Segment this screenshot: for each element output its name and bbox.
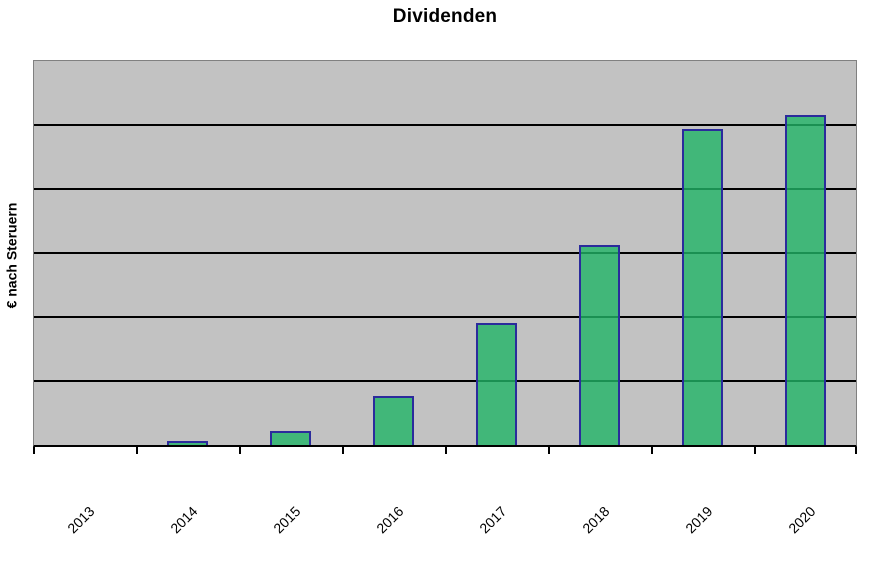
plot-area xyxy=(33,60,857,447)
x-axis-tick xyxy=(754,447,756,454)
y-axis-title: € nach Steruern xyxy=(3,202,20,309)
x-axis-tick xyxy=(239,447,241,454)
x-axis-label-2018: 2018 xyxy=(579,503,613,537)
x-axis-tick xyxy=(651,447,653,454)
x-axis-tick xyxy=(33,447,35,454)
bar-2018 xyxy=(579,245,620,445)
bar-2017 xyxy=(476,323,517,445)
x-axis-tick xyxy=(855,447,857,454)
x-axis-label-2014: 2014 xyxy=(167,503,201,537)
bar-2016 xyxy=(373,396,414,445)
x-axis-label-2016: 2016 xyxy=(373,503,407,537)
x-axis-tick xyxy=(342,447,344,454)
gridline xyxy=(34,316,856,318)
x-axis-label-2017: 2017 xyxy=(476,503,510,537)
x-axis-label-2015: 2015 xyxy=(270,503,304,537)
bar-2015 xyxy=(270,431,311,445)
gridline xyxy=(34,188,856,190)
bar-2020 xyxy=(785,115,826,445)
gridline xyxy=(34,380,856,382)
chart-title: Dividenden xyxy=(392,6,498,27)
gridline xyxy=(34,252,856,254)
x-axis-tick xyxy=(445,447,447,454)
bar-2019 xyxy=(682,129,723,445)
bar-2014 xyxy=(167,441,208,445)
x-axis-tick xyxy=(548,447,550,454)
x-axis-label-2013: 2013 xyxy=(64,503,98,537)
gridline xyxy=(34,124,856,126)
x-axis-label-2020: 2020 xyxy=(785,503,819,537)
x-axis-label-2019: 2019 xyxy=(682,503,716,537)
x-axis-tick xyxy=(136,447,138,454)
